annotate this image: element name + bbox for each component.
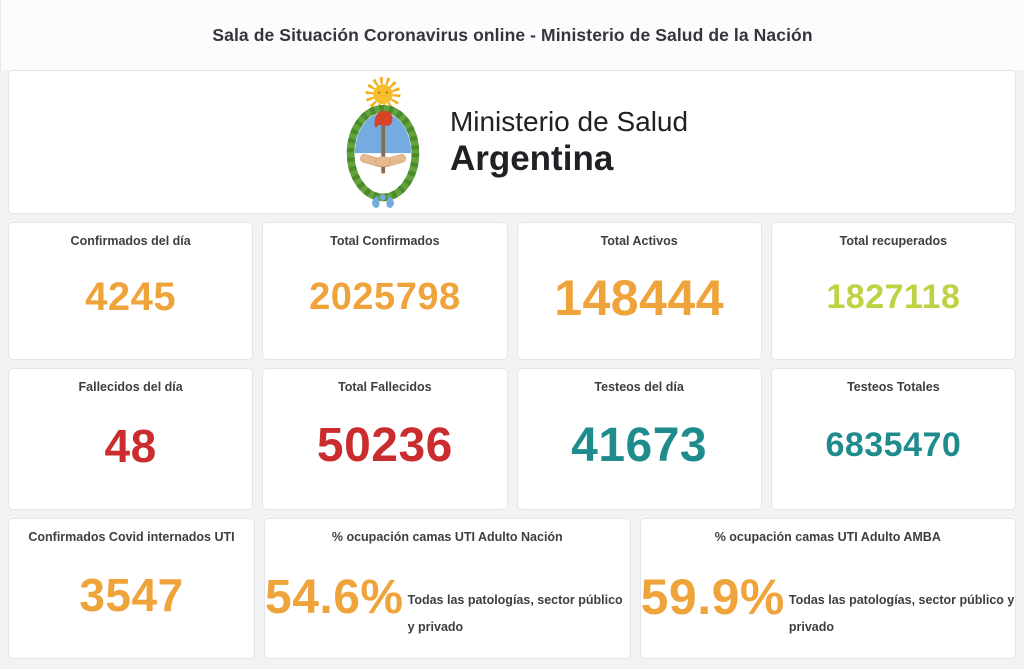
ministry-name: Ministerio de Salud: [449, 106, 689, 138]
card-note: Todas las patologías, sector público y p…: [788, 593, 1015, 634]
card-value: 4245: [85, 275, 177, 319]
scorecard-total-confirmados: Total Confirmados 2025798: [262, 222, 508, 360]
card-label: Total recuperados: [839, 234, 948, 248]
scorecard-ocupacion-uti-amba: % ocupación camas UTI Adulto AMBA 59.9% …: [639, 518, 1016, 659]
card-value: 48: [104, 419, 157, 472]
card-label: Testeos Totales: [847, 380, 940, 394]
scorecard-total-recuperados: Total recuperados 1827118: [770, 222, 1016, 360]
card-note: Todas las patologías, sector público y p…: [407, 593, 623, 634]
card-value: 2025798: [309, 276, 461, 318]
country-name: Argentina: [449, 138, 614, 178]
scorecard-total-fallecidos: Total Fallecidos 50236: [262, 368, 508, 510]
ministry-logo-panel: Ministerio de Salud Argentina: [8, 70, 1016, 214]
scorecard-confirmados-uti: Confirmados Covid internados UTI 3547: [8, 518, 255, 659]
card-label: Total Fallecidos: [338, 380, 432, 394]
card-label: Total Activos: [600, 234, 678, 248]
scorecard-row-3: Confirmados Covid internados UTI 3547 % …: [8, 518, 1016, 659]
card-label: % ocupación camas UTI Adulto AMBA: [714, 530, 941, 544]
report-title: Sala de Situación Coronavirus online - M…: [212, 24, 813, 45]
scorecard-row-1: Confirmados del día 4245 Total Confirmad…: [8, 222, 1016, 360]
scorecard-ocupacion-uti-nacion: % ocupación camas UTI Adulto Nación 54.6…: [264, 518, 631, 659]
scorecard-testeos-totales: Testeos Totales 6835470: [770, 368, 1016, 510]
card-label: Confirmados del día: [70, 234, 191, 248]
card-label: Testeos del día: [594, 380, 684, 394]
report-header: Sala de Situación Coronavirus online - M…: [0, 0, 1024, 70]
logo-group: Ministerio de Salud Argentina: [336, 73, 688, 211]
card-label: Fallecidos del día: [78, 380, 183, 394]
card-value: 59.9%: [640, 569, 785, 625]
scorecard-grid: Confirmados del día 4245 Total Confirmad…: [0, 222, 1024, 659]
scorecard-fallecidos-del-dia: Fallecidos del día 48: [8, 368, 254, 510]
logo-text: Ministerio de Salud Argentina: [450, 105, 688, 179]
card-value: 3547: [79, 569, 184, 621]
scorecard-row-2: Fallecidos del día 48 Total Fallecidos 5…: [8, 368, 1016, 510]
card-value: 54.6%: [265, 570, 404, 624]
card-label: Total Confirmados: [330, 234, 440, 248]
scorecard-confirmados-del-dia: Confirmados del día 4245: [8, 222, 254, 360]
card-value: 41673: [571, 419, 708, 472]
scorecard-total-activos: Total Activos 148444: [516, 222, 762, 360]
scorecard-testeos-del-dia: Testeos del día 41673: [516, 368, 762, 510]
card-value: 50236: [316, 419, 453, 472]
card-value: 6835470: [825, 426, 962, 464]
card-label: % ocupación camas UTI Adulto Nación: [331, 530, 563, 544]
card-value: 1827118: [826, 278, 961, 316]
card-label: Confirmados Covid internados UTI: [28, 530, 235, 544]
argentina-coat-of-arms-icon: [346, 76, 420, 208]
card-value: 148444: [554, 269, 725, 326]
